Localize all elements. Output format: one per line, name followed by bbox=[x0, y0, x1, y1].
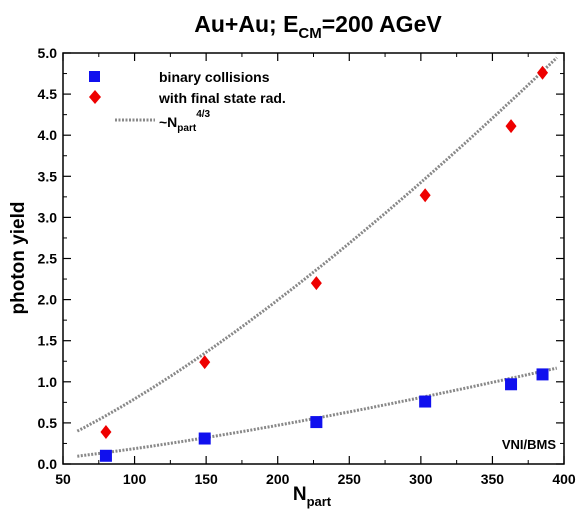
point-final-state-rad bbox=[537, 65, 549, 80]
y-tick-label: 2.0 bbox=[38, 292, 58, 308]
y-tick-label: 4.5 bbox=[38, 86, 58, 102]
x-label-main: N bbox=[293, 484, 307, 505]
annotation-vni-bms: VNI/BMS bbox=[502, 437, 557, 452]
legend-fit-subscript: part bbox=[177, 123, 197, 134]
x-tick-label: 200 bbox=[266, 471, 290, 487]
x-tick-label: 350 bbox=[481, 471, 505, 487]
x-tick-label: 150 bbox=[194, 471, 218, 487]
axis-ticks: 50 100 150 200 250 300 350 400 0.0 0.5 1.0 1.5 2.0 2.… bbox=[38, 45, 576, 487]
x-axis-label: Npart bbox=[293, 484, 332, 509]
point-binary-collisions bbox=[99, 449, 112, 462]
title-main: Au+Au; E bbox=[194, 11, 298, 37]
point-binary-collisions bbox=[310, 416, 323, 429]
fit-lines bbox=[76, 56, 558, 458]
legend: binary collisions with final state rad. … bbox=[89, 69, 286, 134]
fit-curve-1 bbox=[77, 366, 558, 458]
point-binary-collisions bbox=[505, 378, 518, 391]
y-tick-label: 3.0 bbox=[38, 209, 58, 225]
point-final-state-rad bbox=[505, 119, 517, 134]
x-tick-label: 50 bbox=[55, 471, 71, 487]
y-tick-label: 0.5 bbox=[38, 415, 58, 431]
point-binary-collisions bbox=[198, 432, 211, 445]
fit-curve-0 bbox=[76, 56, 558, 433]
legend-fit-superscript: 4/3 bbox=[196, 109, 210, 120]
title-subscript: CM bbox=[298, 25, 321, 42]
legend-label-final-state-rad: with final state rad. bbox=[158, 90, 286, 106]
y-tick-label: 0.0 bbox=[38, 456, 58, 472]
point-final-state-rad bbox=[310, 276, 322, 291]
y-axis-label: photon yield bbox=[8, 202, 29, 315]
x-tick-label: 250 bbox=[338, 471, 362, 487]
legend-label-binary-collisions: binary collisions bbox=[159, 69, 270, 85]
x-tick-label: 400 bbox=[552, 471, 576, 487]
plot-frame bbox=[62, 52, 565, 465]
x-tick-label: 300 bbox=[409, 471, 433, 487]
legend-marker-final-state-rad bbox=[89, 90, 101, 104]
point-final-state-rad bbox=[419, 188, 431, 203]
y-tick-label: 4.0 bbox=[38, 127, 58, 143]
y-tick-label: 3.5 bbox=[38, 168, 58, 184]
point-binary-collisions bbox=[419, 395, 432, 408]
y-tick-label: 2.5 bbox=[38, 251, 58, 267]
data-points bbox=[99, 65, 549, 462]
point-final-state-rad bbox=[199, 355, 211, 370]
y-tick-label: 5.0 bbox=[38, 45, 58, 61]
legend-label-fit: ~Npart 4/3 bbox=[159, 109, 211, 134]
y-tick-label: 1.5 bbox=[38, 333, 58, 349]
legend-fit-prefix: ~N bbox=[159, 114, 177, 130]
x-tick-label: 100 bbox=[123, 471, 147, 487]
legend-marker-binary-collisions bbox=[89, 71, 100, 82]
x-label-subscript: part bbox=[307, 494, 332, 509]
chart-title: Au+Au; ECM=200 AGeV bbox=[194, 11, 442, 42]
title-tail: =200 AGeV bbox=[322, 11, 443, 37]
y-tick-label: 1.0 bbox=[38, 374, 58, 390]
point-binary-collisions bbox=[536, 368, 549, 381]
point-final-state-rad bbox=[100, 424, 112, 439]
